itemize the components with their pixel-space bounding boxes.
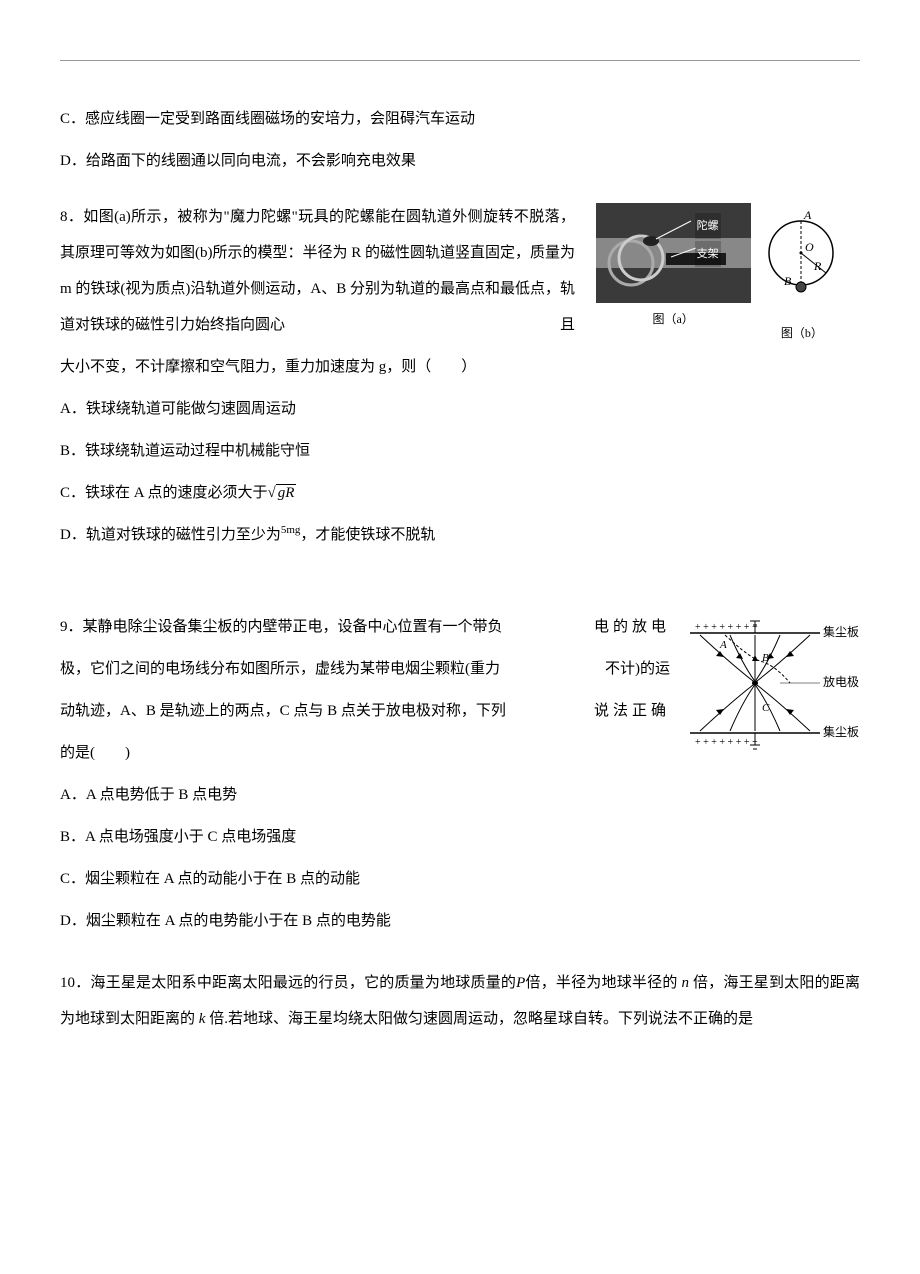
q9-label-top: 集尘板 [823,624,859,639]
q10-k: k [195,1011,209,1027]
q8-figures: 陀螺 支架 图（a） A O R B 图（b） [585,203,860,348]
q8-label-top: 陀螺 [695,213,721,239]
question-8: 陀螺 支架 图（a） A O R B 图（b） 8．如图(a)所示，被称为"魔力… [60,199,860,559]
question-7-tail: C．感应线圈一定受到路面线圈磁场的安培力，会阻碍汽车运动 D．给路面下的线圈通以… [60,101,860,179]
q8-label-mid: 支架 [695,241,721,267]
q8-label-A: A [803,208,812,222]
q8-figure-a-caption: 图（a） [596,305,751,334]
q9-figure: + + + + + + + + + + + + + + + + [680,613,860,767]
q8-option-a: A．铁球绕轨道可能做匀速圆周运动 [60,391,860,427]
svg-text:+ + + + + + + +: + + + + + + + + [695,622,758,633]
svg-text:A: A [719,639,727,651]
sqrt-icon: √gR [268,475,297,511]
question-9: + + + + + + + + + + + + + + + + [60,609,860,945]
q7-option-d: D．给路面下的线圈通以同向电流，不会影响充电效果 [60,143,860,179]
q9-s3-left: 动轨迹，A、B 是轨迹上的两点，C 点与 B 点关于放电极对称，下列 [60,703,506,719]
q8-label-O: O [805,240,814,254]
svg-text:C: C [762,702,770,714]
q8-opt-c-pre: C．铁球在 A 点的速度必须大于 [60,485,268,501]
q8-opt-c-rad: gR [276,484,297,501]
q8-figure-a: 陀螺 支架 图（a） [596,203,751,334]
q8-opt-d-pre: D．轨道对铁球的磁性引力至少为 [60,527,281,543]
q8-label-B: B [784,274,792,288]
q10-stem: 10．海王星是太阳系中距离太阳最远的行员，它的质量为地球质量的P倍，半径为地球半… [60,965,860,1037]
q8-figure-b-caption: 图（b） [754,319,849,348]
svg-text:+ + + + + + + +: + + + + + + + + [695,737,758,748]
q9-option-b: B．A 点电场强度小于 C 点电场强度 [60,819,860,855]
q8-option-d: D．轨道对铁球的磁性引力至少为5mg，才能使铁球不脱轨 [60,517,860,553]
question-10: 10．海王星是太阳系中距离太阳最远的行员，它的质量为地球质量的P倍，半径为地球半… [60,965,860,1037]
q8-stem-line1: 8．如图(a)所示，被称为"魔力陀螺"玩具的陀螺能在圆轨道外侧旋转不脱落，其原理… [60,209,575,333]
q8-opt-d-post: ，才能使铁球不脱轨 [300,527,435,543]
q10-n: n [678,975,693,991]
q9-label-mid: 放电极 [823,674,859,689]
svg-text:B: B [762,652,769,664]
q10-mid3: 倍.若地球、海王星均绕太阳做匀速圆周运动，忽略星球自转。下列说法不正确的是 [209,1011,753,1027]
q10-pre: 10．海王星是太阳系中距离太阳最远的行员，它的质量为地球质量的 [60,975,516,991]
q8-figure-b: A O R B 图（b） [754,203,849,348]
q8-opt-d-sup: 5mg [281,524,301,536]
q9-s1-left: 9．某静电除尘设备集尘板的内壁带正电，设备中心位置有一个带负 [60,619,503,635]
q8-option-c: C．铁球在 A 点的速度必须大于√gR [60,475,860,511]
q8-label-R: R [813,259,822,273]
q8-stem-right: 且 [560,307,575,343]
q9-label-bot: 集尘板 [823,724,859,739]
q10-P: P [516,975,525,991]
q9-s2-right: 不计)的运 [605,651,670,687]
q8-photo: 陀螺 支架 [596,203,751,303]
q9-s1-right: 电的放电 [594,609,670,645]
q9-option-d: D．烟尘颗粒在 A 点的电势能小于在 B 点的电势能 [60,903,860,939]
q9-s2-left: 极，它们之间的电场线分布如图所示，虚线为某带电烟尘颗粒(重力 [60,661,500,677]
q9-option-c: C．烟尘颗粒在 A 点的动能小于在 B 点的动能 [60,861,860,897]
q9-option-a: A．A 点电势低于 B 点电势 [60,777,860,813]
q8-option-b: B．铁球绕轨道运动过程中机械能守恒 [60,433,860,469]
q8-stem-line3: 大小不变，不计摩擦和空气阻力，重力加速度为 g，则（ ） [60,349,860,385]
q10-mid1: 倍，半径为地球半径的 [525,975,677,991]
q9-s3-right: 说法正确 [594,693,670,729]
horizontal-rule [60,60,860,61]
spacer [60,579,860,609]
q7-option-c: C．感应线圈一定受到路面线圈磁场的安培力，会阻碍汽车运动 [60,101,860,137]
